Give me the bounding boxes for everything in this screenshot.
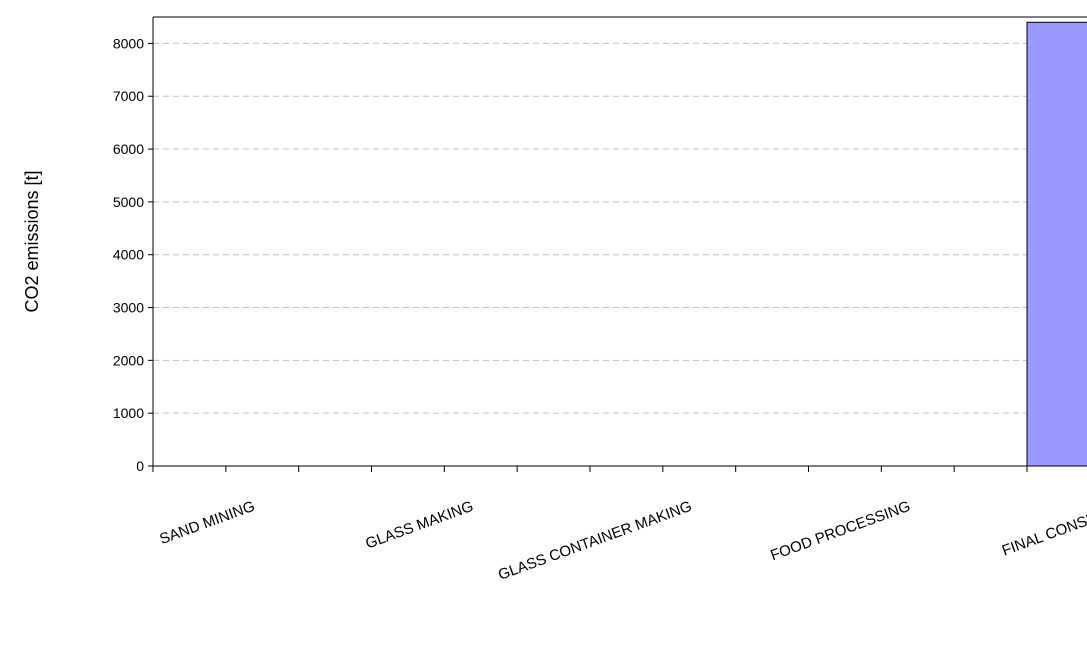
x-category-label: SAND MINING xyxy=(157,498,257,548)
gridlines xyxy=(153,42,1087,414)
y-tick-label: 8000 xyxy=(113,35,144,51)
x-category-label: FINAL CONSUMER xyxy=(1000,498,1087,560)
bar xyxy=(1026,21,1087,467)
x-axis-ticks: SAND MINING GLASS MAKING GLASS CONTAINER M… xyxy=(152,466,1087,584)
y-axis-title: CO2 emissions [t] xyxy=(22,170,42,312)
y-tick-label: 3000 xyxy=(113,300,144,316)
x-category-label: GLASS CONTAINER MAKING xyxy=(496,498,694,584)
y-tick-label: 0 xyxy=(136,458,144,474)
y-tick-label: 7000 xyxy=(113,88,144,104)
y-tick-label: 4000 xyxy=(113,247,144,263)
y-axis-ticks: 0 1000 2000 3000 4000 5000 6000 7000 8000 xyxy=(113,35,153,474)
y-tick-label: 5000 xyxy=(113,194,144,210)
x-category-label: FOOD PROCESSING xyxy=(768,498,912,564)
bars xyxy=(1026,21,1087,467)
y-tick-label: 1000 xyxy=(113,405,144,421)
y-tick-label: 6000 xyxy=(113,141,144,157)
y-tick-label: 2000 xyxy=(113,352,144,368)
x-category-label: GLASS MAKING xyxy=(363,498,475,553)
